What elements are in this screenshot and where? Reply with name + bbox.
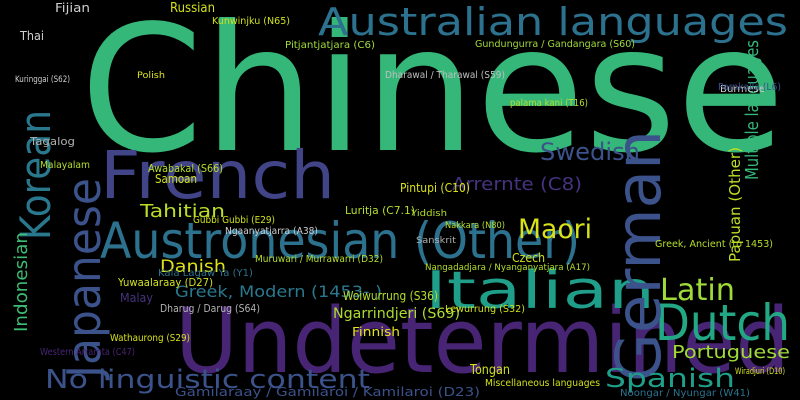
word: Burmese [720, 84, 765, 95]
word: Pintupi (C10) [400, 181, 470, 195]
word: Luritja (C7.1) [345, 204, 415, 217]
word: Thai [19, 29, 44, 43]
word: Danish [160, 257, 226, 277]
word: Dutch [655, 294, 790, 352]
word: Western Arrarnta (C47) [40, 347, 135, 358]
word: Yuwaalaraay (D27) [117, 276, 213, 289]
word: Noongar / Nyungar (W41) [620, 388, 750, 399]
word: French [100, 137, 335, 214]
word: Lewurrung (S32) [445, 304, 525, 315]
word: Greek, Ancient (to 1453) [655, 239, 773, 250]
word: Nakkara (N80) [445, 221, 505, 231]
word: Maori [518, 214, 592, 245]
word: Russian [170, 1, 215, 16]
word: Samoan [155, 172, 197, 186]
word: Tahitian [139, 201, 225, 222]
word: Awabakal (S66) [148, 162, 223, 175]
word: Malayalam [40, 160, 90, 171]
word: Nangadadjara / Nyanganyatjara (A17) [425, 263, 590, 273]
word: Papuan (Other) [726, 147, 744, 262]
word: Austronesian (Other) [100, 212, 580, 270]
word: palama kani (T16) [510, 98, 588, 109]
word: Ngaanyatjarra (A38) [225, 226, 318, 237]
word: Swedish [540, 138, 640, 166]
word: Malay [120, 291, 153, 305]
word: Muruwari / Murrawarri (D32) [255, 254, 383, 265]
word: Gamilaraay / Gamilaroi / Kamilaroi (D23) [175, 385, 480, 399]
word: Italian [425, 261, 655, 321]
word: Woiwurrung (S36) [343, 289, 438, 303]
word: Wiradjuri (D10) [735, 367, 785, 377]
word: Undetermined [175, 289, 790, 394]
word: Kuringgai (S62) [15, 75, 70, 85]
word: Tagalog [29, 135, 75, 148]
word: Wathaurong (S29) [110, 333, 190, 344]
word: Arrernte (C8) [452, 174, 582, 195]
word: Multiple languages [742, 40, 763, 180]
word: Pitjantjatjara (C6) [285, 40, 375, 51]
word: Chinese [80, 0, 785, 192]
word: Kunwinjku (N65) [212, 16, 290, 27]
word: Australian languages [318, 0, 788, 44]
word: Tongan [469, 363, 510, 378]
word: Gundungurra / Gandangara (S60) [475, 39, 635, 50]
word: Korean [11, 110, 60, 240]
word: Sanskrit [416, 236, 457, 246]
word: Miscellaneous languages [485, 378, 600, 389]
word: Parnkalla (L6) [718, 82, 781, 93]
word: Spanish [605, 364, 735, 394]
word: Greek, Modern (1453- ) [175, 282, 382, 301]
word: German [602, 130, 675, 382]
word: Finnish [352, 325, 400, 339]
word: Gubbi Gubbi (E29) [193, 215, 275, 226]
word: Dharawal / Tharawal (S59) [385, 70, 505, 81]
word: Dharug / Darug (S64) [160, 302, 260, 315]
word: Ngarrindjeri (S69) [333, 306, 460, 322]
word: Latin [660, 273, 735, 308]
word: Japanese [57, 178, 111, 381]
word: Fijian [55, 1, 90, 15]
word: Yiddish [410, 209, 447, 219]
word: Indonesian [11, 232, 32, 332]
word: Kala Lagaw Ya (Y1) [158, 268, 253, 279]
word: Portuguese [672, 342, 790, 363]
word: No linguistic content [45, 365, 370, 395]
word: Czech [512, 251, 545, 265]
word: Polish [137, 71, 165, 81]
